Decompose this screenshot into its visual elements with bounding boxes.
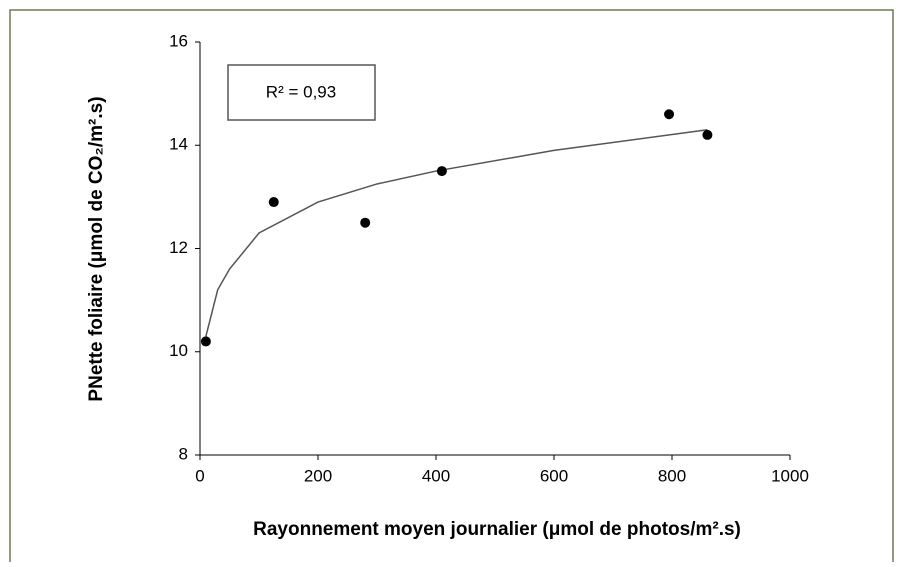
annotation: R² = 0,93: [266, 82, 336, 101]
point: [702, 129, 713, 140]
point: [436, 166, 447, 177]
frame: [9, 9, 894, 562]
x-tick-label: 1000: [771, 466, 809, 485]
y-tick-label: 8: [179, 444, 188, 463]
point: [664, 109, 675, 120]
x-tick-label: 800: [658, 466, 686, 485]
point: [200, 336, 211, 347]
x-axis-label: Rayonnement moyen journalier (μmol de ph…: [253, 519, 741, 540]
y-tick-label: 14: [169, 135, 188, 154]
x-tick-label: 200: [304, 466, 332, 485]
y-tick-label: 12: [169, 238, 188, 257]
point: [360, 217, 371, 228]
annotation-box: [227, 64, 376, 121]
x-tick-label: 600: [540, 466, 568, 485]
y-tick-label: 10: [169, 341, 188, 360]
x-tick-label: 0: [195, 466, 204, 485]
y-tick-label: 16: [169, 31, 188, 50]
point: [268, 197, 279, 208]
y-axis-label: PNette foliaire (μmol de CO₂/m².s): [86, 96, 107, 401]
trend-line: [205, 129, 708, 337]
x-tick-label: 400: [422, 466, 450, 485]
